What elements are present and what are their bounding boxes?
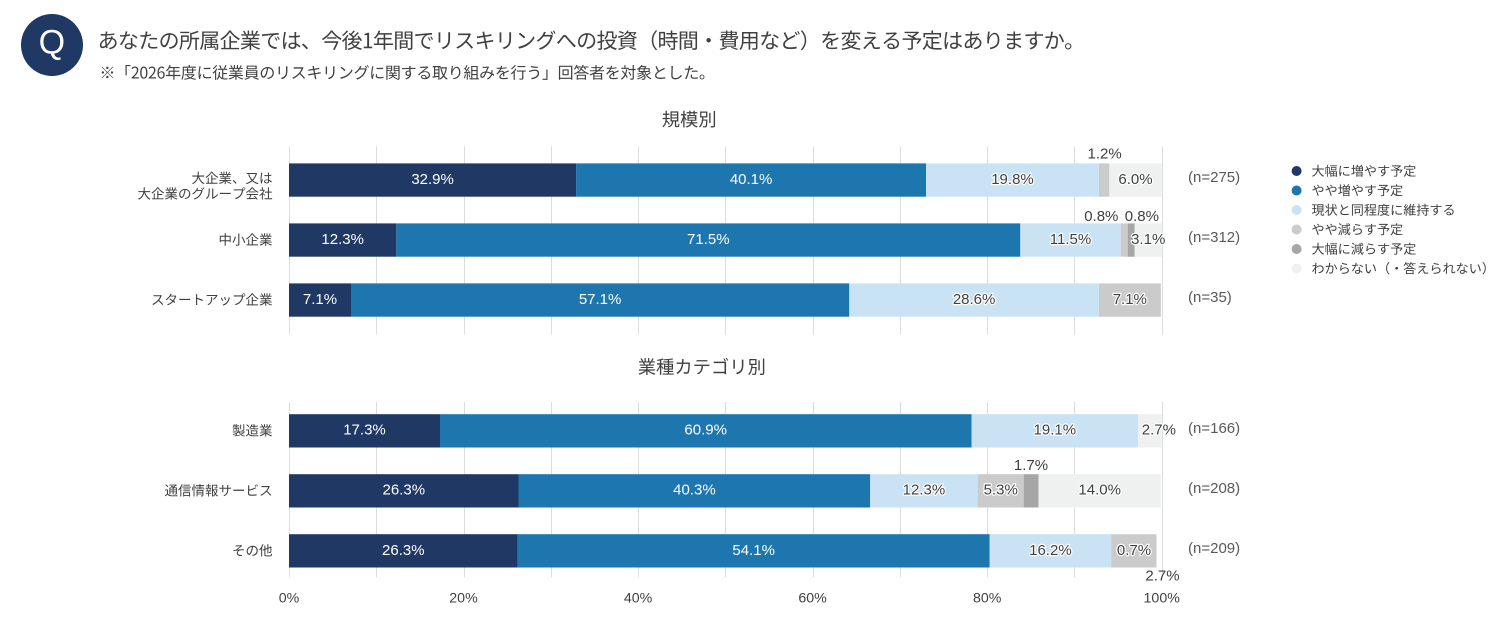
svg-text:26.3%: 26.3% — [383, 482, 426, 499]
svg-text:14.0%: 14.0% — [1078, 482, 1121, 499]
svg-text:2.7%: 2.7% — [1145, 567, 1179, 584]
svg-text:80%: 80% — [973, 590, 1002, 606]
svg-text:0.8%: 0.8% — [1125, 208, 1159, 225]
svg-text:(n=312): (n=312) — [1188, 229, 1240, 246]
svg-text:11.5%: 11.5% — [1050, 231, 1091, 248]
svg-text:16.2%: 16.2% — [1029, 542, 1072, 559]
svg-text:100%: 100% — [1144, 590, 1181, 606]
svg-text:12.3%: 12.3% — [903, 482, 946, 499]
svg-text:1.7%: 1.7% — [1014, 457, 1048, 474]
svg-text:2.7%: 2.7% — [1142, 422, 1176, 439]
svg-text:20%: 20% — [449, 590, 478, 606]
svg-text:0.7%: 0.7% — [1117, 542, 1151, 559]
svg-text:5.3%: 5.3% — [984, 482, 1018, 499]
svg-text:60%: 60% — [798, 590, 827, 606]
svg-text:40%: 40% — [624, 590, 653, 606]
svg-text:(n=275): (n=275) — [1188, 169, 1240, 186]
svg-text:7.1%: 7.1% — [1113, 291, 1147, 308]
svg-text:54.1%: 54.1% — [732, 542, 775, 559]
svg-text:0.8%: 0.8% — [1084, 208, 1118, 225]
svg-text:1.2%: 1.2% — [1087, 146, 1121, 163]
svg-text:6.0%: 6.0% — [1118, 171, 1152, 188]
svg-text:57.1%: 57.1% — [579, 291, 622, 308]
svg-text:71.5%: 71.5% — [687, 231, 730, 248]
svg-text:19.8%: 19.8% — [991, 171, 1034, 188]
svg-text:(n=35): (n=35) — [1188, 289, 1232, 306]
svg-text:19.1%: 19.1% — [1034, 422, 1077, 439]
svg-text:17.3%: 17.3% — [343, 422, 386, 439]
svg-text:(n=166): (n=166) — [1188, 420, 1240, 437]
svg-text:60.9%: 60.9% — [684, 422, 727, 439]
svg-text:40.3%: 40.3% — [673, 482, 716, 499]
svg-text:32.9%: 32.9% — [411, 171, 454, 188]
svg-text:28.6%: 28.6% — [953, 291, 996, 308]
svg-text:7.1%: 7.1% — [303, 291, 337, 308]
svg-text:(n=209): (n=209) — [1188, 540, 1240, 557]
svg-text:Q: Q — [39, 24, 65, 62]
svg-text:26.3%: 26.3% — [382, 542, 425, 559]
svg-text:0%: 0% — [279, 590, 300, 606]
svg-text:3.1%: 3.1% — [1131, 231, 1165, 248]
svg-text:(n=208): (n=208) — [1188, 480, 1240, 497]
svg-text:12.3%: 12.3% — [321, 231, 364, 248]
svg-text:40.1%: 40.1% — [730, 171, 773, 188]
